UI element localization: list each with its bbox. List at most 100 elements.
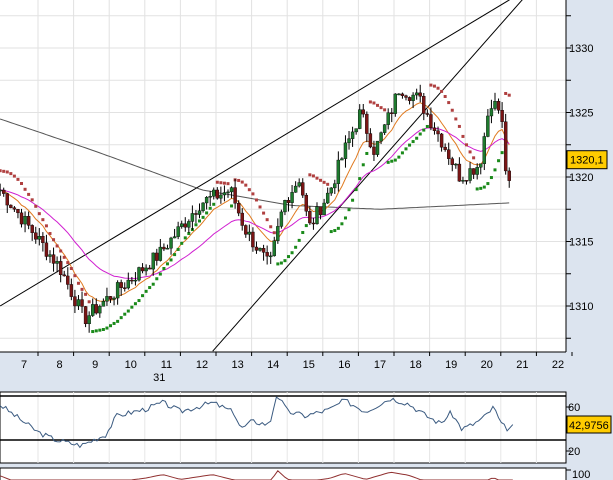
sar-dot — [119, 316, 123, 320]
sar-dot — [244, 183, 248, 187]
sar-dot — [240, 180, 244, 184]
candle-body — [471, 168, 476, 175]
rsi-panel[interactable] — [0, 391, 567, 464]
candle-body — [37, 236, 42, 240]
sar-dot — [454, 117, 458, 121]
sar-dot — [87, 300, 91, 304]
candle-body — [375, 140, 380, 155]
sar-dot — [73, 274, 77, 278]
sar-dot — [30, 198, 34, 202]
candle-body — [51, 254, 56, 264]
candle-body — [311, 222, 316, 225]
day-label: 9 — [92, 359, 98, 371]
sar-dot — [144, 289, 148, 293]
sar-dot — [194, 223, 198, 227]
candle-body — [443, 146, 447, 150]
sar-dot — [187, 232, 191, 236]
candle-body — [69, 284, 74, 297]
sar-dot — [486, 182, 490, 186]
candle-body — [140, 267, 145, 272]
sar-dot — [276, 262, 280, 266]
candle-body — [454, 163, 458, 166]
trendline — [212, 0, 523, 352]
sar-dot — [447, 101, 451, 105]
candle-body — [91, 304, 95, 316]
sar-dot — [493, 168, 497, 172]
candle-body — [236, 203, 241, 214]
candle-body — [5, 193, 9, 206]
candle-body — [219, 194, 223, 199]
candle-body — [180, 223, 184, 227]
sar-dot — [12, 174, 16, 178]
candle-body — [197, 210, 202, 215]
sar-dot — [173, 253, 177, 257]
sar-dot — [162, 267, 166, 271]
last-price-label: 1320,1 — [570, 155, 604, 167]
sar-dot — [322, 180, 326, 184]
candle-body — [461, 180, 465, 182]
candle-body — [98, 306, 102, 314]
day-label: 14 — [267, 359, 279, 371]
sar-dot — [465, 143, 469, 147]
candle-body — [41, 236, 45, 244]
sar-dot — [489, 176, 493, 180]
sar-dot — [133, 302, 137, 306]
stochastic-panel[interactable] — [0, 467, 567, 480]
day-label: 17 — [374, 359, 386, 371]
candle-body — [247, 231, 252, 235]
day-label: 12 — [196, 359, 208, 371]
candle-body — [503, 121, 508, 172]
candle-body — [62, 274, 66, 277]
sar-dot — [247, 188, 251, 192]
sar-dot — [304, 224, 308, 228]
sar-dot — [333, 229, 337, 233]
candle-body — [240, 212, 244, 226]
sar-dot — [425, 124, 429, 128]
sar-dot — [148, 286, 152, 290]
candle-body — [108, 296, 113, 300]
candle-body — [414, 92, 419, 96]
price-tick-label: 1320 — [569, 172, 593, 184]
last-price-badge-background — [566, 150, 608, 170]
sar-dot — [479, 186, 483, 190]
candle-body — [468, 168, 472, 181]
candle-body — [290, 192, 294, 203]
candle-body — [194, 213, 198, 215]
candle-body — [233, 187, 237, 204]
price-panel[interactable] — [0, 0, 566, 352]
sar-dot — [468, 150, 472, 154]
sar-dot — [180, 241, 184, 245]
sar-dot — [165, 262, 169, 266]
candle-body — [19, 212, 24, 225]
sar-dot — [443, 94, 447, 98]
candle-body — [105, 296, 109, 302]
candle-body — [115, 282, 120, 299]
sar-dot — [507, 93, 511, 97]
sar-dot — [5, 170, 9, 174]
candle-body — [215, 189, 220, 199]
sar-dot — [254, 198, 258, 202]
candle-body — [315, 206, 319, 225]
sar-dot — [230, 204, 234, 208]
sar-dot — [429, 83, 433, 87]
candle-body — [450, 158, 454, 165]
candle-body — [340, 158, 344, 161]
sar-dot — [336, 226, 340, 230]
candle-body — [254, 246, 259, 251]
candle-body — [390, 112, 394, 114]
rsi-value-badge: 42,9756 — [566, 415, 612, 434]
sar-dot — [294, 245, 298, 249]
candle-body — [393, 93, 398, 114]
price-tick-label: 1310 — [569, 301, 593, 313]
sar-dot — [472, 156, 476, 160]
candle-body — [48, 254, 52, 257]
candle-body — [165, 247, 170, 250]
sar-dot — [80, 287, 84, 291]
candle-body — [26, 216, 31, 226]
sar-dot — [372, 101, 376, 105]
sar-dot — [379, 106, 383, 110]
sar-dot — [69, 267, 73, 271]
sar-dot — [329, 230, 333, 234]
candle-body — [382, 124, 387, 133]
sar-dot — [393, 158, 397, 162]
